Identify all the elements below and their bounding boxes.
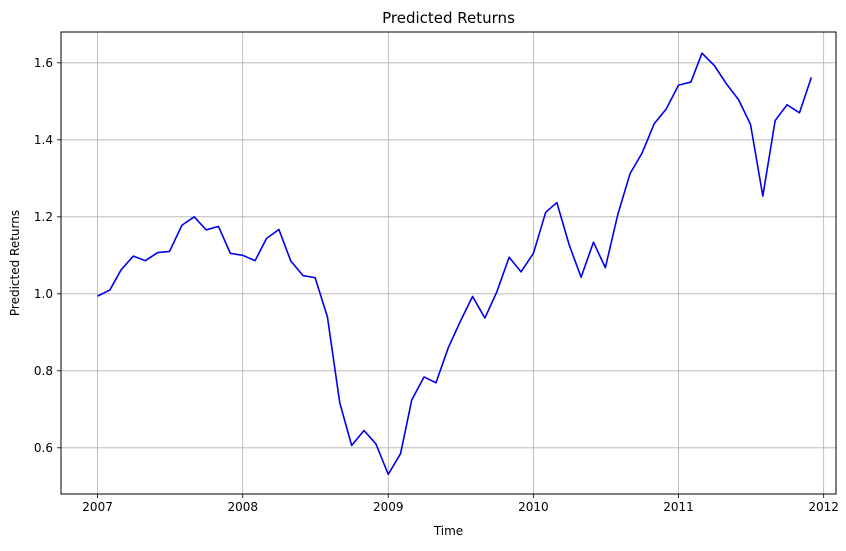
x-tick-label: 2007	[82, 500, 113, 514]
chart-title: Predicted Returns	[382, 9, 515, 27]
x-tick-label: 2012	[808, 500, 839, 514]
y-tick-label: 0.8	[34, 364, 53, 378]
y-tick-label: 1.4	[34, 133, 53, 147]
y-tick-label: 1.6	[34, 56, 53, 70]
grid-lines	[61, 32, 836, 494]
x-tick-label: 2011	[663, 500, 694, 514]
series-layer	[97, 52, 813, 476]
y-tick-label: 0.6	[34, 441, 53, 455]
x-tick-labels: 2007 2008 2009 2010 2011 2012	[82, 500, 839, 514]
plot-frame	[60, 31, 837, 495]
tick-marks	[57, 62, 825, 498]
x-tick-label: 2010	[518, 500, 549, 514]
x-axis-label: Time	[433, 524, 463, 538]
y-tick-labels: 0.6 0.8 1.0 1.2 1.4 1.6	[34, 56, 53, 455]
series-line	[97, 52, 813, 476]
x-tick-label: 2008	[227, 500, 258, 514]
x-tick-label: 2009	[373, 500, 404, 514]
y-axis-label: Predicted Returns	[8, 210, 22, 316]
y-tick-label: 1.2	[34, 210, 53, 224]
y-tick-label: 1.0	[34, 287, 53, 301]
